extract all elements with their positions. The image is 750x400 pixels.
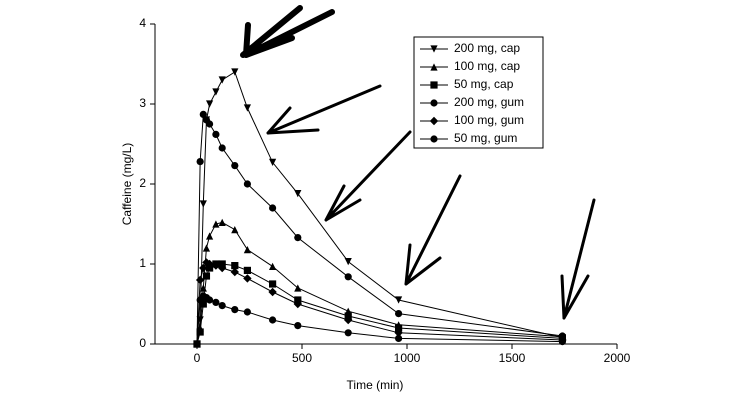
marker (202, 272, 211, 280)
arrow (240, 5, 335, 58)
x-tick-label: 1500 (499, 351, 526, 365)
marker (269, 204, 277, 212)
marker (231, 306, 239, 314)
marker (206, 120, 214, 128)
marker (199, 200, 207, 208)
series-line (196, 71, 563, 345)
y-axis-label: Caffeine (mg/L) (120, 143, 134, 225)
marker (218, 76, 226, 84)
marker (195, 275, 205, 285)
marker (268, 287, 277, 297)
plot-area: 0 1 2 3 4 0 500 1000 1500 2000 (139, 16, 630, 365)
legend-marker (430, 63, 438, 71)
legend-label: 50 mg, cap (454, 77, 514, 91)
marker (202, 244, 211, 252)
marker (218, 263, 227, 273)
marker (395, 310, 403, 318)
marker (212, 130, 220, 138)
arrow (324, 130, 412, 222)
legend-marker (430, 45, 438, 53)
marker (294, 284, 302, 292)
marker (344, 329, 352, 337)
marker (199, 263, 208, 273)
legend-label: 100 mg, gum (454, 113, 524, 127)
marker (243, 104, 251, 112)
arrow (266, 84, 382, 135)
marker (196, 328, 204, 336)
marker (269, 280, 277, 288)
legend-marker (430, 81, 438, 89)
legend-label: 50 mg, gum (454, 131, 517, 145)
marker (206, 100, 214, 108)
legend-label: 200 mg, cap (454, 41, 520, 55)
marker (206, 232, 214, 240)
legend-marker (430, 99, 438, 107)
marker (211, 261, 221, 270)
legend-marker (429, 116, 439, 126)
marker (344, 315, 353, 325)
legend-marker (430, 135, 438, 143)
marker (269, 316, 277, 324)
marker (218, 144, 226, 152)
marker (231, 162, 239, 170)
x-tick-label: 2000 (604, 351, 631, 365)
marker (212, 298, 220, 306)
y-tick-label: 2 (139, 176, 146, 190)
x-tick-label: 500 (292, 351, 312, 365)
x-tick-label: 1000 (394, 351, 421, 365)
marker (218, 218, 226, 226)
marker (243, 266, 251, 274)
marker (231, 68, 239, 76)
legend-box (413, 36, 544, 149)
x-tick-label: 0 (194, 351, 201, 365)
marker (205, 259, 214, 269)
marker (230, 267, 239, 277)
marker (394, 328, 403, 337)
marker (199, 110, 207, 118)
y-tick-label: 0 (139, 336, 146, 350)
marker (212, 88, 220, 96)
marker (193, 340, 201, 348)
marker (294, 234, 302, 242)
marker (243, 308, 251, 316)
marker (231, 262, 239, 270)
marker (196, 158, 204, 166)
marker (218, 302, 226, 310)
series-line (196, 221, 563, 345)
marker (206, 296, 214, 304)
marker (231, 226, 239, 234)
marker (293, 299, 302, 309)
marker (243, 246, 251, 254)
marker (395, 296, 403, 304)
arrow (560, 198, 596, 320)
marker (344, 258, 352, 266)
x-axis-label: Time (min) (347, 378, 404, 392)
marker (212, 220, 220, 228)
marker (243, 180, 251, 188)
marker (558, 338, 567, 346)
marker (344, 273, 352, 281)
y-tick-label: 3 (139, 96, 146, 110)
legend-label: 200 mg, gum (454, 95, 524, 109)
y-tick-label: 1 (139, 256, 146, 270)
annotation-arrows (240, 5, 596, 320)
marker (294, 322, 302, 330)
arrow (404, 174, 462, 286)
marker (395, 334, 403, 342)
marker (294, 190, 302, 198)
marker (269, 262, 277, 270)
y-tick-label: 4 (139, 16, 146, 30)
marker (269, 158, 277, 166)
legend-label: 100 mg, cap (454, 59, 520, 73)
marker (395, 324, 403, 332)
marker (199, 300, 207, 308)
marker (243, 274, 252, 283)
